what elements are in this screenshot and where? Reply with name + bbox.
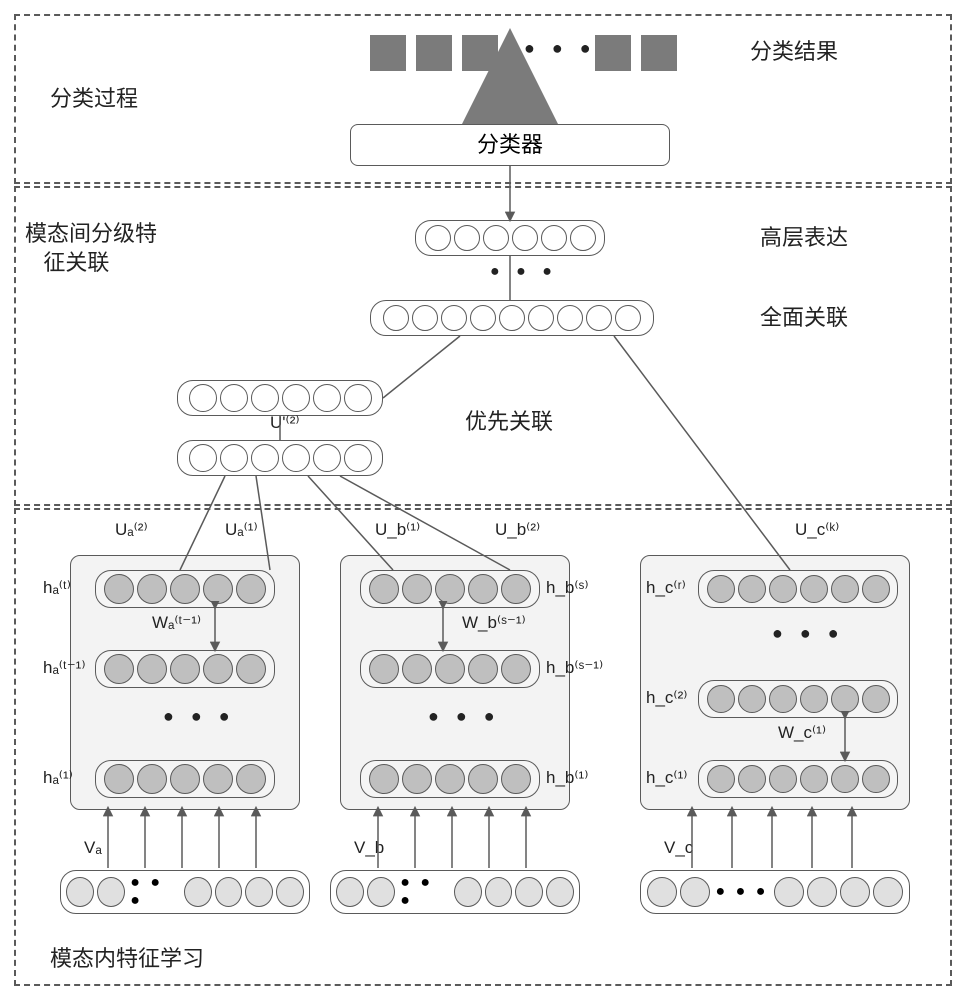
classifier-box: 分类器 <box>350 124 670 166</box>
u-label: Uₐ⁽²⁾ <box>115 520 148 540</box>
high-layer-row <box>415 220 605 256</box>
column-a-row-2 <box>95 760 275 798</box>
column-b-row-1 <box>360 650 540 688</box>
h-label: h_c⁽¹⁾ <box>646 768 687 788</box>
column-b-row-2 <box>360 760 540 798</box>
result-square <box>462 35 498 71</box>
full-assoc-row <box>370 300 654 336</box>
column-b-input-row: ● ● ● <box>330 870 580 914</box>
column-b-row-0 <box>360 570 540 608</box>
u-label: U_c⁽ᵏ⁾ <box>795 520 839 540</box>
prior-assoc-upper-row <box>177 380 383 416</box>
section-mid-label: 模态间分级特 征关联 <box>25 220 157 277</box>
column-a-row-1 <box>95 650 275 688</box>
h-label: h_b⁽ˢ⁻¹⁾ <box>546 658 603 678</box>
diagram-canvas: 分类过程 模态间分级特 征关联 模态内特征学习 ● ● ● 分类结果 分类器 高… <box>0 0 966 1000</box>
result-label: 分类结果 <box>750 38 838 67</box>
u-label: U_b⁽¹⁾ <box>375 520 420 540</box>
h-label: hₐ⁽¹⁾ <box>43 768 73 788</box>
result-square <box>416 35 452 71</box>
u-label: Uₐ⁽¹⁾ <box>225 520 258 540</box>
w-label: W_c⁽¹⁾ <box>778 723 826 743</box>
section-bot-label: 模态内特征学习 <box>50 945 204 974</box>
h-label: h_c⁽ʳ⁾ <box>646 578 686 598</box>
mid-dots: ● ● ● <box>490 263 558 281</box>
v-label: Vₐ <box>84 838 102 858</box>
result-square <box>595 35 631 71</box>
section-top-label: 分类过程 <box>50 85 138 114</box>
u-prime-label: U'⁽²⁾ <box>270 413 300 433</box>
h-label: hₐ⁽ᵗ⁻¹⁾ <box>43 658 86 678</box>
column-dots: ● ● ● <box>163 706 236 727</box>
h-label: h_b⁽¹⁾ <box>546 768 588 788</box>
column-c-row-0 <box>698 570 898 608</box>
high-layer-label: 高层表达 <box>760 224 848 253</box>
h-label: h_c⁽²⁾ <box>646 688 687 708</box>
prior-assoc-label: 优先关联 <box>465 408 553 437</box>
result-dots: ● ● ● <box>524 38 597 59</box>
prior-assoc-lower-row <box>177 440 383 476</box>
w-label: W_b⁽ˢ⁻¹⁾ <box>462 613 526 633</box>
result-square <box>370 35 406 71</box>
column-a-row-0 <box>95 570 275 608</box>
u-label: U_b⁽²⁾ <box>495 520 540 540</box>
column-dots: ● ● ● <box>772 623 845 644</box>
column-c-row-1 <box>698 680 898 718</box>
result-square <box>641 35 677 71</box>
v-label: V_c <box>664 838 693 858</box>
h-label: hₐ⁽ᵗ⁾ <box>43 578 71 598</box>
column-a-input-row: ● ● ● <box>60 870 310 914</box>
v-label: V_b <box>354 838 384 858</box>
h-label: h_b⁽ˢ⁾ <box>546 578 589 598</box>
full-assoc-label: 全面关联 <box>760 304 848 333</box>
w-label: Wₐ⁽ᵗ⁻¹⁾ <box>152 613 201 633</box>
column-c-input-row: ● ● ● <box>640 870 910 914</box>
column-c-row-2 <box>698 760 898 798</box>
column-dots: ● ● ● <box>428 706 501 727</box>
